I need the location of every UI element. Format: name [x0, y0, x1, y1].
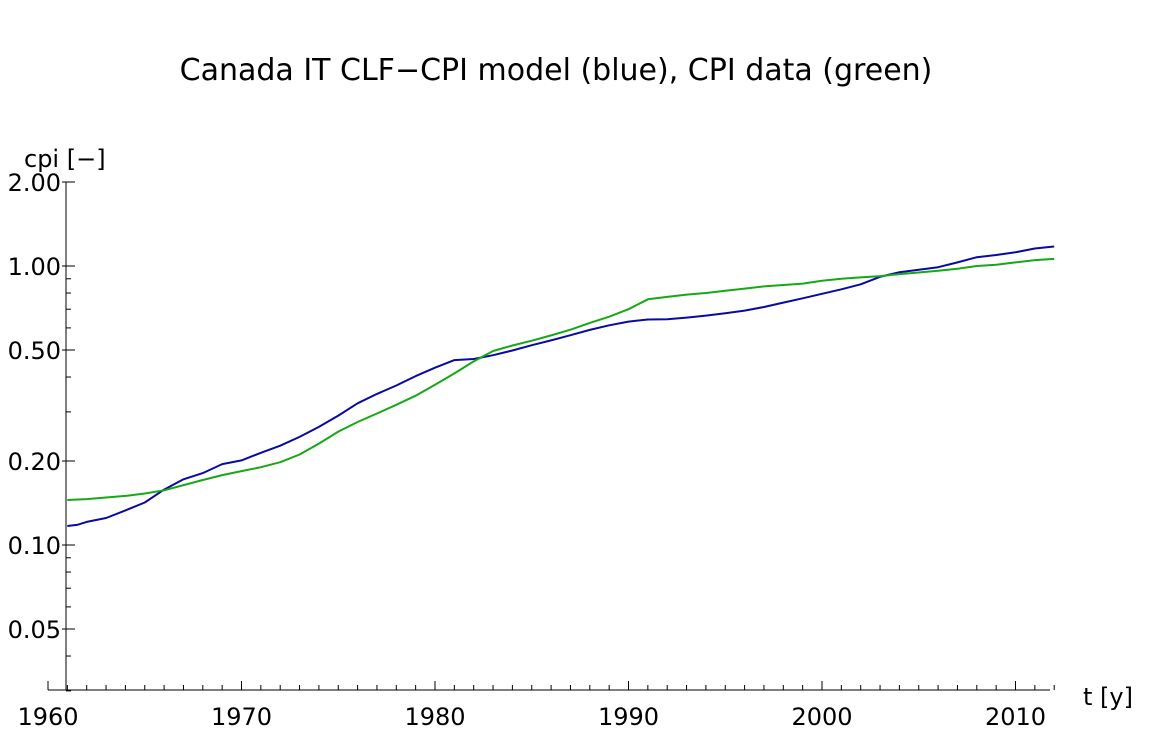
y-axis-label: cpi [−]	[24, 145, 106, 173]
y-tick-label: 0.50	[8, 337, 61, 365]
y-tick-label: 2.00	[8, 169, 61, 197]
chart-title: Canada IT CLF−CPI model (blue), CPI data…	[180, 53, 933, 88]
axis-ticks: 1960 1970 1980 1990 2000 2010 2.00 1.00 0.50 0.20…	[8, 169, 1055, 731]
x-tick-label: 2000	[791, 703, 852, 731]
x-tick-label: 1980	[404, 703, 465, 731]
y-tick-label: 0.20	[8, 448, 61, 476]
series-layer	[67, 245, 1055, 527]
x-axis-label: t [y]	[1083, 683, 1133, 711]
y-tick-label: 1.00	[8, 253, 61, 281]
series-line-data	[67, 257, 1055, 501]
y-tick-label: 0.10	[8, 532, 61, 560]
x-tick-label: 1970	[211, 703, 272, 731]
x-tick-label: 2010	[985, 703, 1046, 731]
x-tick-label: 1960	[17, 703, 78, 731]
x-tick-label: 1990	[598, 703, 659, 731]
series-line-model	[67, 245, 1055, 527]
y-tick-label: 0.05	[8, 616, 61, 644]
